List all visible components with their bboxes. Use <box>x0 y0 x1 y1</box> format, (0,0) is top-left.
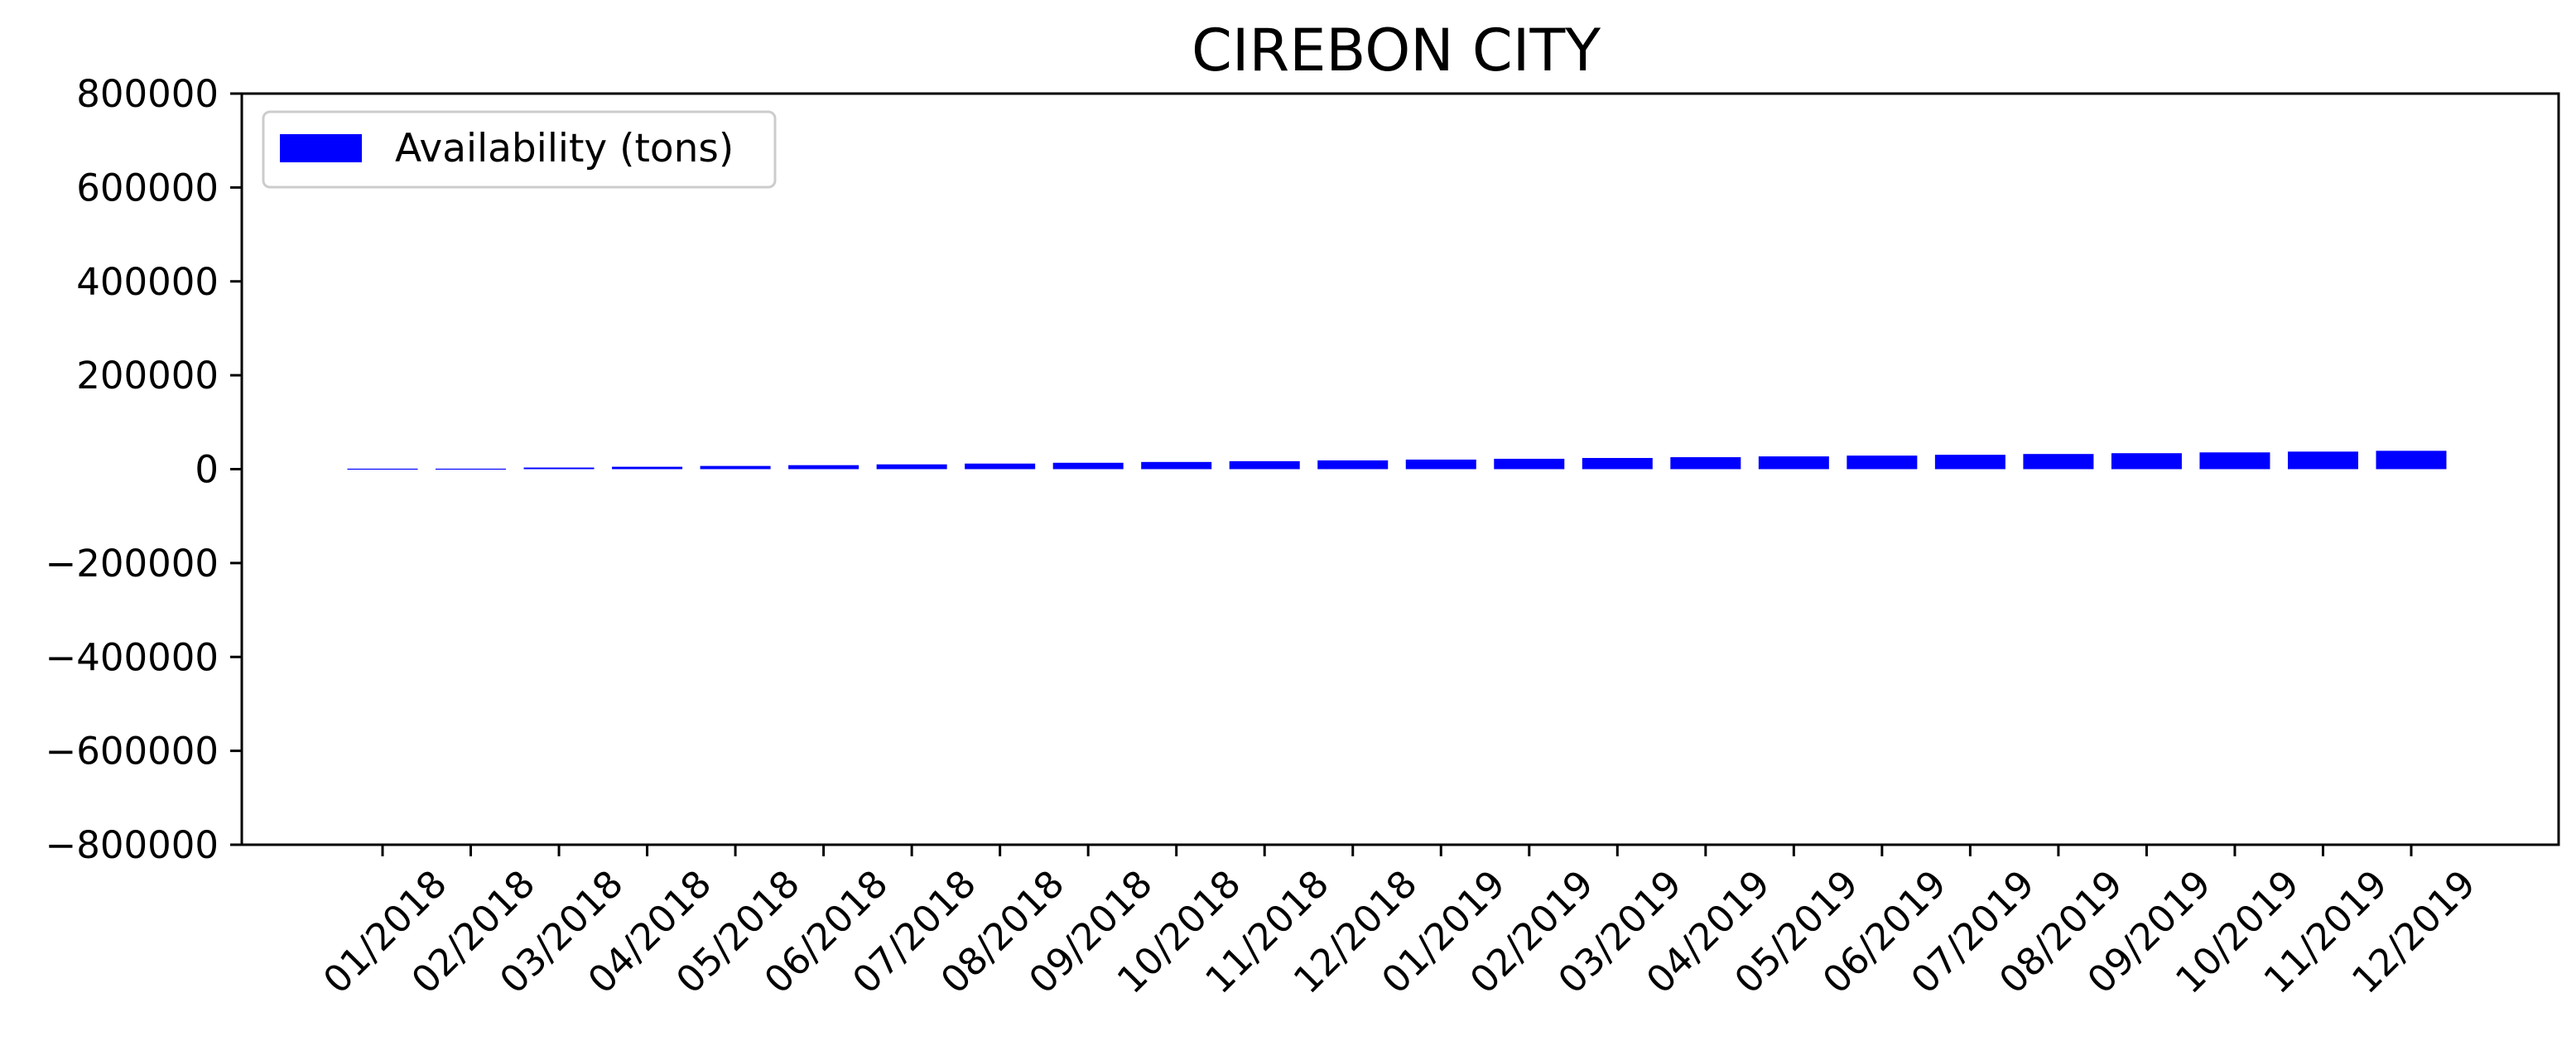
bar-11-2018 <box>1229 460 1300 470</box>
bar-02-2019 <box>1494 458 1565 470</box>
bar-11-2019 <box>2287 451 2358 470</box>
bar-01-2019 <box>1405 459 1476 470</box>
bars-group <box>347 451 2447 470</box>
bar-09-2019 <box>2111 453 2182 470</box>
bar-05-2019 <box>1758 456 1829 470</box>
chart-title: CIREBON CITY <box>1192 17 1601 84</box>
bar-12-2019 <box>2376 451 2447 470</box>
y-tick-label: −200000 <box>46 542 219 586</box>
y-tick-label: −600000 <box>46 730 219 774</box>
bar-01-2018 <box>347 468 418 470</box>
bar-04-2019 <box>1670 457 1741 470</box>
bar-08-2018 <box>965 463 1036 470</box>
bar-10-2018 <box>1141 461 1212 470</box>
x-axis: 01/201802/201803/201804/201805/201806/20… <box>315 845 2484 1002</box>
legend-swatch <box>280 134 362 162</box>
y-tick-label: −400000 <box>46 635 219 679</box>
bar-08-2019 <box>2023 454 2094 470</box>
bar-10-2019 <box>2199 452 2270 470</box>
bar-03-2018 <box>523 467 595 470</box>
bar-03-2019 <box>1582 458 1653 470</box>
legend-box <box>262 110 777 189</box>
bar-06-2018 <box>788 465 859 470</box>
bar-12-2018 <box>1317 460 1389 470</box>
bar-07-2018 <box>876 464 947 470</box>
bar-09-2018 <box>1052 462 1124 470</box>
y-axis: 800000 600000 400000 200000 0 −200000 −400000 −… <box>46 72 242 867</box>
legend: Availability (tons) <box>262 110 777 189</box>
bar-02-2018 <box>436 468 507 470</box>
bar-07-2019 <box>1934 455 2005 470</box>
bar-05-2018 <box>700 465 771 470</box>
y-tick-label: 400000 <box>76 260 219 304</box>
bar-04-2018 <box>612 466 683 470</box>
legend-label: Availability (tons) <box>395 126 734 171</box>
y-tick-label: −800000 <box>46 823 219 867</box>
y-tick-label: 0 <box>195 448 219 492</box>
y-tick-label: 200000 <box>76 354 219 398</box>
bar-06-2019 <box>1847 455 1918 470</box>
y-tick-label: 600000 <box>76 166 219 210</box>
y-tick-label: 800000 <box>76 72 219 116</box>
